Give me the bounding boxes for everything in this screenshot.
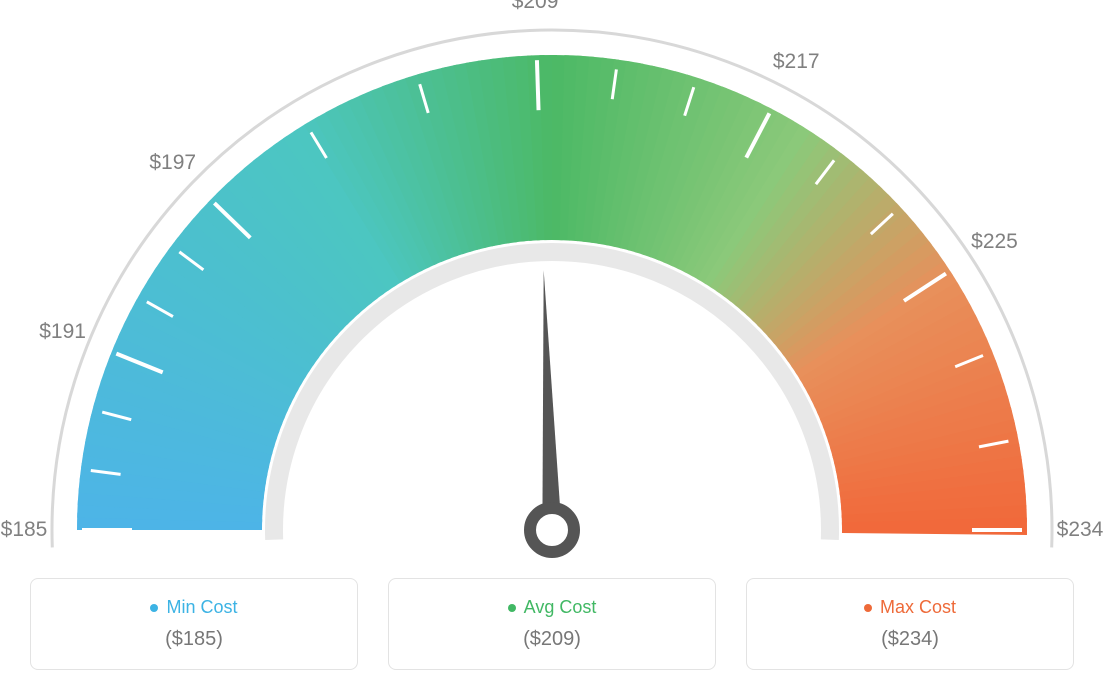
dot-icon xyxy=(508,604,516,612)
gauge-tick-label: $217 xyxy=(773,50,820,74)
legend-card-avg: Avg Cost ($209) xyxy=(388,578,716,670)
gauge-tick-label: $225 xyxy=(971,230,1018,254)
gauge-area: $185 $191 $197 $209 $217 $225 $234 xyxy=(0,0,1104,560)
legend-label-max: Max Cost xyxy=(880,597,956,618)
gauge-tick-label: $209 xyxy=(512,0,559,14)
gauge-tick-label: $234 xyxy=(1057,518,1104,542)
legend-title-max: Max Cost xyxy=(864,597,956,618)
legend-value-avg: ($209) xyxy=(399,628,705,651)
legend-value-min: ($185) xyxy=(41,628,347,651)
legend-card-min: Min Cost ($185) xyxy=(30,578,358,670)
legend-title-avg: Avg Cost xyxy=(508,597,597,618)
legend-label-min: Min Cost xyxy=(166,597,237,618)
gauge-tick-label: $191 xyxy=(39,320,86,344)
gauge-svg xyxy=(0,0,1104,560)
legend-value-max: ($234) xyxy=(757,628,1063,651)
legend-label-avg: Avg Cost xyxy=(524,597,597,618)
legend-title-min: Min Cost xyxy=(150,597,237,618)
legend-card-max: Max Cost ($234) xyxy=(746,578,1074,670)
gauge-chart-container: $185 $191 $197 $209 $217 $225 $234 Min Cost ($… xyxy=(0,0,1104,690)
legend-row: Min Cost ($185) Avg Cost ($209) Max Cost… xyxy=(0,578,1104,670)
dot-icon xyxy=(864,604,872,612)
dot-icon xyxy=(150,604,158,612)
gauge-tick-label: $197 xyxy=(149,151,196,175)
gauge-tick-label: $185 xyxy=(1,518,48,542)
